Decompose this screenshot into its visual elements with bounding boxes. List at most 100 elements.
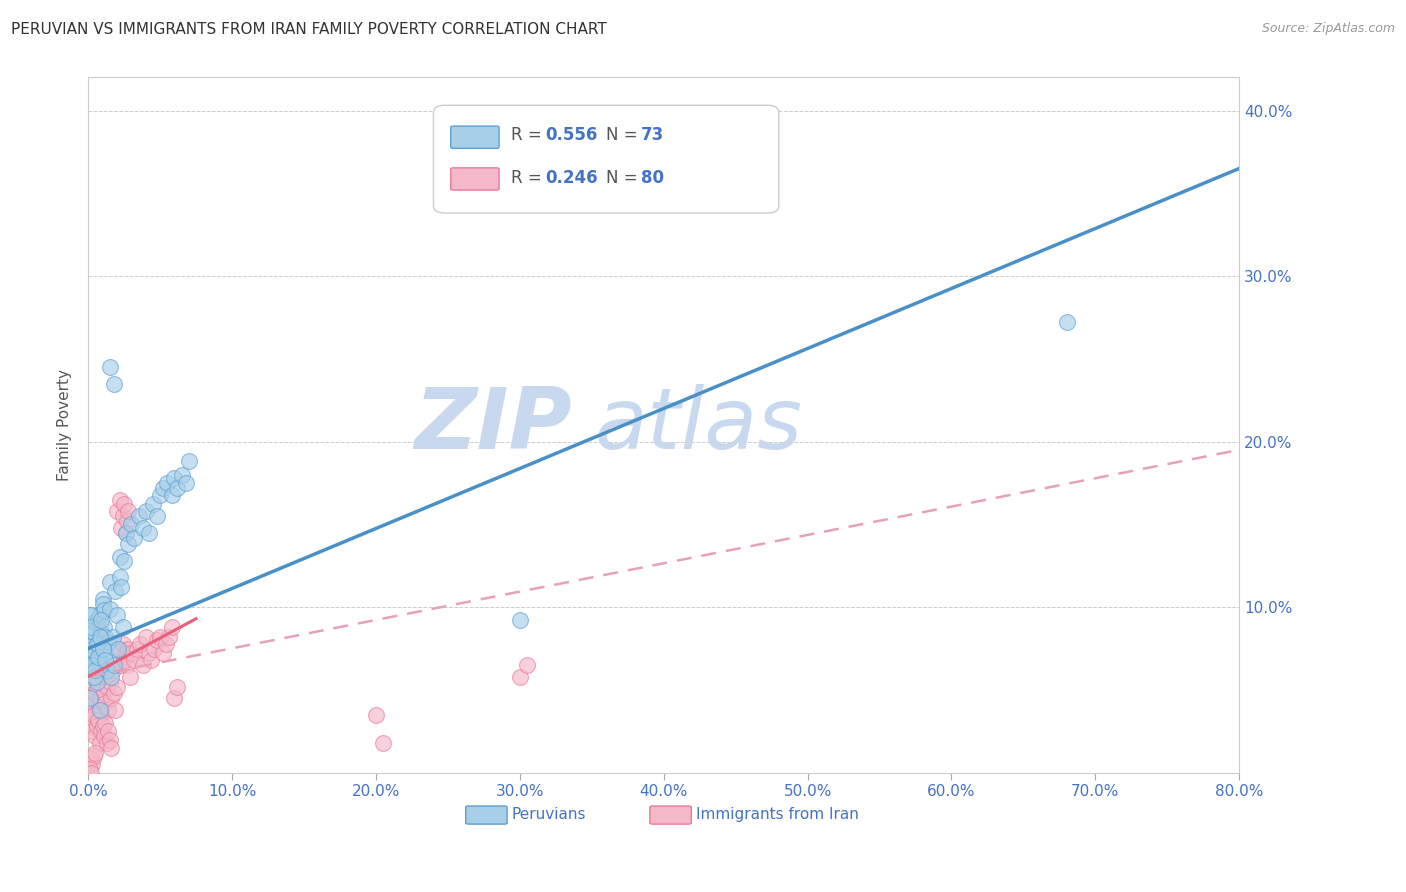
- Point: [89, 703, 111, 717]
- Point: [83, 707, 105, 722]
- Point: [90, 613, 112, 627]
- Point: [97, 635, 120, 649]
- Text: 80: 80: [641, 169, 664, 187]
- Point: [79, 762, 101, 776]
- Point: [509, 613, 531, 627]
- Point: [80, 647, 103, 661]
- Text: N =: N =: [606, 169, 643, 187]
- Point: [83, 696, 105, 710]
- Point: [90, 653, 112, 667]
- Point: [89, 608, 111, 623]
- Point: [160, 620, 183, 634]
- Point: [101, 663, 124, 677]
- Point: [132, 521, 155, 535]
- Point: [105, 504, 128, 518]
- Point: [90, 707, 112, 722]
- Point: [93, 603, 115, 617]
- Text: 73: 73: [641, 126, 664, 145]
- Point: [96, 680, 118, 694]
- Point: [100, 670, 122, 684]
- Point: [516, 658, 538, 673]
- Point: [105, 680, 128, 694]
- Point: [83, 749, 105, 764]
- Point: [104, 703, 127, 717]
- Point: [108, 570, 131, 584]
- Point: [98, 674, 121, 689]
- Point: [100, 691, 122, 706]
- Point: [98, 360, 121, 375]
- Point: [89, 630, 111, 644]
- Point: [364, 707, 387, 722]
- Point: [120, 517, 142, 532]
- Point: [104, 583, 127, 598]
- Point: [84, 729, 107, 743]
- Point: [125, 641, 148, 656]
- Point: [84, 746, 107, 760]
- Point: [166, 481, 188, 495]
- Point: [115, 658, 138, 673]
- Point: [146, 633, 169, 648]
- Point: [93, 686, 115, 700]
- Point: [143, 641, 166, 656]
- Point: [97, 703, 120, 717]
- Point: [371, 736, 394, 750]
- Point: [112, 498, 135, 512]
- Point: [156, 475, 179, 490]
- Point: [80, 620, 103, 634]
- Point: [94, 647, 117, 661]
- Point: [79, 608, 101, 623]
- Point: [86, 653, 108, 667]
- Point: [146, 509, 169, 524]
- Point: [80, 703, 103, 717]
- Point: [155, 636, 177, 650]
- Point: [82, 658, 104, 673]
- Point: [110, 658, 132, 673]
- Point: [103, 376, 125, 391]
- Text: N =: N =: [606, 126, 643, 145]
- Point: [100, 740, 122, 755]
- Point: [108, 550, 131, 565]
- Point: [103, 658, 125, 673]
- Point: [114, 525, 136, 540]
- Point: [122, 653, 145, 667]
- Point: [89, 691, 111, 706]
- Point: [87, 613, 110, 627]
- Point: [84, 686, 107, 700]
- Point: [138, 525, 160, 540]
- Point: [174, 475, 197, 490]
- Text: ZIP: ZIP: [413, 384, 572, 467]
- Point: [115, 514, 138, 528]
- Text: 0.556: 0.556: [546, 126, 598, 145]
- Point: [82, 674, 104, 689]
- Point: [80, 719, 103, 733]
- Point: [138, 647, 160, 661]
- Point: [98, 575, 121, 590]
- Point: [129, 636, 152, 650]
- Point: [120, 647, 142, 661]
- Text: Immigrants from Iran: Immigrants from Iran: [696, 807, 859, 822]
- Point: [101, 630, 124, 644]
- Point: [96, 663, 118, 677]
- Point: [83, 624, 105, 639]
- Point: [82, 757, 104, 772]
- Point: [132, 658, 155, 673]
- Point: [86, 680, 108, 694]
- Point: [108, 641, 131, 656]
- Point: [91, 670, 114, 684]
- FancyBboxPatch shape: [650, 806, 692, 824]
- Point: [82, 724, 104, 739]
- Point: [79, 713, 101, 727]
- Point: [105, 608, 128, 623]
- Point: [80, 752, 103, 766]
- Point: [94, 716, 117, 731]
- Point: [118, 670, 141, 684]
- FancyBboxPatch shape: [465, 806, 508, 824]
- Point: [83, 661, 105, 675]
- Point: [114, 525, 136, 540]
- Point: [107, 653, 129, 667]
- Point: [163, 691, 186, 706]
- Text: R =: R =: [510, 126, 547, 145]
- Point: [82, 641, 104, 656]
- Point: [79, 633, 101, 648]
- Text: R =: R =: [510, 169, 547, 187]
